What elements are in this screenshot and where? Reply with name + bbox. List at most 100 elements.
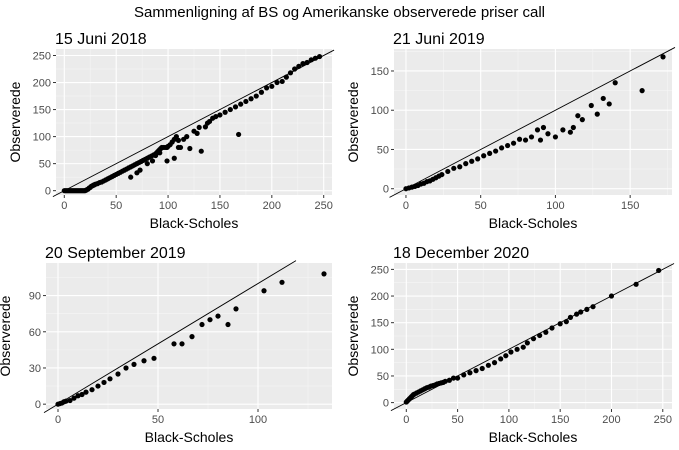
data-point (233, 306, 239, 312)
data-point (557, 321, 563, 327)
data-point (450, 375, 457, 381)
data-point (579, 117, 585, 123)
y-tick-label: 0 (383, 398, 389, 410)
y-tick-label: 100 (33, 132, 51, 144)
x-axis-title: Black-Scholes (150, 215, 239, 231)
data-point (493, 148, 499, 154)
data-point (296, 63, 302, 69)
data-point (316, 53, 323, 60)
data-point (312, 55, 318, 61)
y-axis-title: Observerede (7, 81, 23, 162)
x-tick-label: 50 (451, 414, 463, 426)
data-point (149, 158, 156, 164)
x-tick-label: 100 (546, 200, 564, 212)
data-point (177, 144, 184, 151)
data-point (514, 346, 520, 352)
data-point (63, 398, 69, 404)
data-point (537, 332, 543, 339)
x-tick-label: 100 (159, 200, 177, 212)
data-point (552, 134, 559, 140)
data-point (467, 370, 473, 376)
data-point (549, 325, 555, 331)
x-tick-label: 0 (403, 414, 409, 426)
data-point (487, 150, 493, 156)
data-point (274, 79, 280, 86)
y-tick-label: 250 (371, 264, 389, 276)
panel-title: 21 Juni 2019 (393, 31, 485, 48)
data-point (308, 57, 314, 63)
data-point (175, 137, 182, 143)
x-tick-label: 50 (110, 200, 122, 212)
data-point (439, 171, 445, 178)
data-point (225, 321, 231, 328)
data-point (215, 313, 221, 319)
y-tick-label: 0 (383, 184, 389, 196)
x-tick-label: 100 (500, 414, 518, 426)
x-axis-title: Black-Scholes (489, 215, 578, 231)
data-point (207, 317, 213, 323)
data-point (485, 362, 491, 368)
y-tick-label: 150 (371, 318, 389, 330)
data-point (567, 129, 573, 135)
data-point (534, 127, 541, 133)
data-point (279, 78, 285, 85)
plot-background (46, 263, 332, 409)
data-point (153, 152, 159, 159)
x-tick-label: 200 (263, 200, 281, 212)
y-axis-title: Observerede (345, 81, 361, 162)
data-point (123, 365, 129, 371)
data-point (238, 101, 244, 107)
y-axis-title: Observerede (345, 295, 361, 376)
data-point (612, 80, 618, 86)
data-point (196, 124, 202, 131)
x-tick-label: 150 (551, 414, 569, 426)
x-tick-label: 50 (152, 414, 164, 426)
data-point (128, 174, 134, 180)
data-point (243, 98, 249, 105)
y-tick-label: 150 (33, 105, 51, 117)
data-point (194, 130, 200, 136)
data-point (107, 376, 113, 382)
data-point (213, 113, 219, 120)
data-point (481, 153, 487, 159)
data-point (321, 271, 327, 277)
data-point (137, 167, 143, 173)
data-point (258, 89, 265, 95)
data-point (253, 93, 259, 99)
data-point (578, 309, 584, 315)
data-point (151, 355, 157, 361)
data-point (606, 101, 612, 107)
panel-1: 0 50 100 150 200 250 0 50 100 150 200 250 15 Juni 20… (7, 31, 335, 231)
data-point (524, 340, 530, 346)
data-point (455, 375, 461, 381)
data-point (95, 383, 101, 389)
data-point (171, 341, 177, 347)
data-point (570, 124, 576, 131)
panel-3: 0 50 100 0 30 60 90 20 September 2019 Black-Scho… (0, 245, 332, 445)
data-point (567, 314, 574, 320)
data-point (575, 113, 581, 119)
data-point (206, 118, 213, 125)
data-point (283, 74, 289, 80)
data-point (499, 145, 505, 151)
data-point (451, 165, 457, 171)
data-point (516, 136, 523, 142)
data-point (287, 70, 294, 76)
y-tick-label: 90 (29, 291, 41, 303)
data-point (537, 137, 544, 143)
x-tick-label: 150 (211, 200, 229, 212)
data-point (508, 349, 514, 355)
panel-2: 0 50 100 150 0 50 100 150 21 Juni 2019 Black-Scho… (345, 31, 676, 231)
data-point (157, 150, 163, 156)
data-point (71, 395, 77, 401)
data-point (179, 341, 185, 347)
data-point (491, 360, 498, 366)
data-point (528, 134, 535, 140)
data-point (173, 134, 179, 140)
data-point (269, 83, 275, 89)
data-point (300, 61, 306, 67)
data-point (573, 311, 580, 317)
y-tick-label: 30 (29, 363, 41, 375)
x-tick-label: 50 (475, 200, 487, 212)
